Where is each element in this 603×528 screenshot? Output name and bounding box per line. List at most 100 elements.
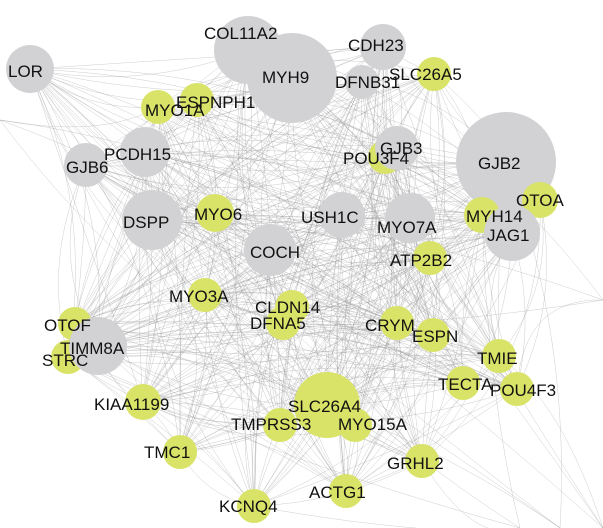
node-tmie[interactable] xyxy=(482,339,516,373)
edge-MYH9-KIAA1199 xyxy=(142,77,293,403)
node-label-grhl2: GRHL2 xyxy=(387,454,444,473)
edge-MYO3A-TMIE xyxy=(204,294,500,368)
edge-CLDN14-TECTA xyxy=(291,306,464,384)
node-label-slc26a5: SLC26A5 xyxy=(389,65,462,84)
edge-MYH14-KIAA1199 xyxy=(142,214,483,403)
edge-LOR-TECTA xyxy=(29,68,464,384)
edge-ESPN_PH1-OTOF xyxy=(74,99,198,325)
node-tmc1[interactable] xyxy=(163,435,197,469)
node-gjb3[interactable] xyxy=(375,126,419,170)
node-grhl2[interactable] xyxy=(405,444,439,478)
edge-LOR-MYO3A xyxy=(29,68,206,296)
edge-OTOF-TMIE xyxy=(74,323,500,357)
edge-COCH-TMC1 xyxy=(179,249,271,453)
node-label-pcdh15: PCDH15 xyxy=(104,145,171,164)
edge-LOR-outer xyxy=(29,68,561,528)
edge-GJB2-STRC xyxy=(67,161,507,358)
node-label-tmprss3: TMPRSS3 xyxy=(231,415,311,434)
edge-DSPP-SLC26A4 xyxy=(151,219,328,406)
edge-COCH-outer xyxy=(269,249,603,528)
node-atp2b2[interactable] xyxy=(413,241,447,275)
edge-GJB3-TMPRSS3 xyxy=(279,147,398,426)
edge-OTOF-GRHL2 xyxy=(74,323,423,462)
edge-COCH-ACTG1 xyxy=(269,249,347,492)
node-label-ush1c: USH1C xyxy=(301,208,359,227)
node-actg1[interactable] xyxy=(329,474,363,508)
node-gjb6[interactable] xyxy=(64,143,108,187)
node-myh9[interactable] xyxy=(247,33,337,123)
edge-TIMM8A-ACTG1 xyxy=(97,345,347,492)
edge-JAG1-MYO3A xyxy=(204,232,513,296)
edge-GJB3-GRHL2 xyxy=(392,147,423,462)
edge-JAG1-OTOF xyxy=(74,215,513,325)
edge-GJB2-KCNQ4 xyxy=(253,161,507,507)
edge-JAG1-ACTG1 xyxy=(345,232,513,492)
edge-STRC-outer xyxy=(67,356,521,528)
edge-MYO15A-outer xyxy=(0,119,356,426)
node-label-coch: COCH xyxy=(250,243,300,262)
node-dspp[interactable] xyxy=(122,190,182,250)
node-slc26a5[interactable] xyxy=(417,57,451,91)
edge-DSPP-ATP2B2 xyxy=(151,219,431,259)
edge-CLDN14-OTOF xyxy=(74,296,293,325)
node-crym[interactable] xyxy=(380,306,414,340)
node-pou4f3[interactable] xyxy=(500,372,534,406)
edge-MYO1A-MYH14 xyxy=(157,106,483,216)
edge-OTOA-POU4F3 xyxy=(516,199,547,390)
edge-SLC26A5-TMIE xyxy=(430,73,500,357)
edge-MYO1A-TMIE xyxy=(157,106,500,357)
node-timm8a[interactable] xyxy=(69,317,127,375)
edge-LOR-GRHL2 xyxy=(29,68,423,462)
edge-ATP2B2-ACTG1 xyxy=(343,257,431,492)
node-otoa[interactable] xyxy=(522,182,558,218)
node-jag1[interactable] xyxy=(484,205,540,261)
node-myo1a[interactable] xyxy=(141,90,175,124)
node-label-strc: STRC xyxy=(42,351,88,370)
edge-POU4F3-KCNQ4 xyxy=(253,388,518,507)
node-label-gjb3: GJB3 xyxy=(380,139,423,158)
node-tmprss3[interactable] xyxy=(263,408,297,442)
node-label-kcnq4: KCNQ4 xyxy=(219,497,278,516)
edge-MYO3A-outer xyxy=(204,294,561,528)
node-coch[interactable] xyxy=(244,224,296,276)
node-kiaa1199[interactable] xyxy=(125,384,161,420)
node-myo15a[interactable] xyxy=(338,408,372,442)
node-tecta[interactable] xyxy=(446,366,480,400)
edge-ESPN_PH1-TECTA xyxy=(196,99,464,384)
node-cdh23[interactable] xyxy=(360,24,406,70)
edge-ATP2B2-TIMM8A xyxy=(97,257,431,347)
node-label-espn_ph1: ESPNPH1 xyxy=(176,93,255,112)
node-espn_ph1[interactable] xyxy=(180,83,214,117)
edge-TMIE-KIAA1199 xyxy=(142,347,500,403)
edge-USH1C-KIAA1199 xyxy=(142,214,343,403)
node-label-cldn14: CLDN14 xyxy=(255,298,320,317)
edge-PCDH15-USH1C xyxy=(144,151,343,216)
node-label-actg1: ACTG1 xyxy=(309,483,366,502)
node-lor[interactable] xyxy=(6,45,54,93)
edge-DFNA5-OTOF xyxy=(74,300,284,325)
edge-JAG1-STRC xyxy=(67,232,513,358)
node-label-otof: OTOF xyxy=(44,316,91,335)
node-ush1c[interactable] xyxy=(319,192,365,238)
edge-KCNQ4-outer xyxy=(253,505,603,528)
node-label-pou3f4: POU3F4 xyxy=(343,149,409,168)
node-kcnq4[interactable] xyxy=(237,489,271,523)
edge-CRYM-TIMM8A xyxy=(97,302,398,347)
node-myo3a[interactable] xyxy=(188,278,222,312)
node-espn[interactable] xyxy=(416,318,450,352)
node-dfna5[interactable] xyxy=(266,306,300,340)
node-myo7a[interactable] xyxy=(385,193,435,243)
node-dfnb31[interactable] xyxy=(345,65,379,99)
node-label-timm8a: TIMM8A xyxy=(60,339,125,358)
node-label-crym: CRYM xyxy=(365,316,415,335)
node-pcdh15[interactable] xyxy=(120,127,170,177)
node-label-myo1a: MYO1A xyxy=(145,101,205,120)
node-myo6[interactable] xyxy=(196,194,234,232)
edge-USH1C-MYO15A xyxy=(341,214,372,426)
edge-GJB3-OTOF xyxy=(74,147,398,325)
edge-POU4F3-outer xyxy=(516,299,603,390)
edge-ATP2B2-MYO3A xyxy=(204,248,431,296)
edge-KIAA1199-TECTA xyxy=(142,376,464,403)
